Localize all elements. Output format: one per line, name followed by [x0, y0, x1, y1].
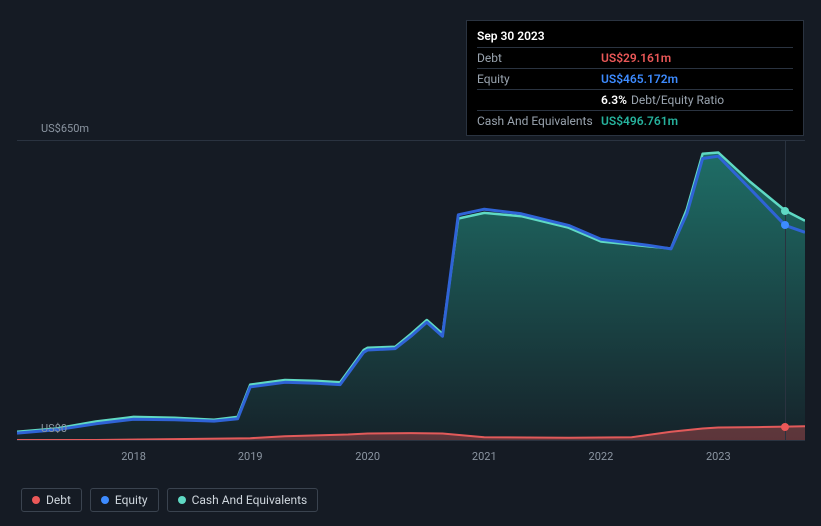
end-marker-equity	[781, 221, 789, 229]
tooltip-row: EquityUS$465.172m	[477, 68, 793, 89]
end-marker-debt	[781, 423, 789, 431]
tooltip-row: Cash And EquivalentsUS$496.761m	[477, 110, 793, 131]
legend-label: Equity	[115, 493, 148, 507]
gridline-bottom	[17, 440, 805, 441]
tooltip-row-value: 6.3%Debt/Equity Ratio	[601, 92, 724, 108]
x-axis-label: 2020	[355, 450, 380, 463]
y-axis-label-top: US$650m	[41, 122, 89, 135]
tracker-line	[785, 140, 786, 440]
legend-item-debt[interactable]: Debt	[21, 488, 82, 512]
legend: Debt Equity Cash And Equivalents	[21, 488, 318, 512]
tooltip-row-value: US$465.172m	[601, 71, 678, 87]
chart: US$650m US$0 2018 2019 2020 2021 2022 2023	[17, 125, 805, 475]
tooltip-row-value: US$29.161m	[601, 50, 671, 66]
tooltip-row-label: Debt	[477, 50, 601, 66]
x-axis-label: 2018	[121, 450, 146, 463]
x-axis-label: 2023	[706, 450, 731, 463]
legend-dot	[101, 496, 109, 504]
y-axis-label-bottom: US$0	[41, 422, 67, 435]
series-area-cash	[17, 153, 805, 441]
end-marker-cash	[781, 207, 789, 215]
legend-label: Debt	[46, 493, 71, 507]
legend-dot	[178, 496, 186, 504]
tooltip-row: 6.3%Debt/Equity Ratio	[477, 89, 793, 110]
x-axis-label: 2022	[589, 450, 614, 463]
legend-item-equity[interactable]: Equity	[90, 488, 159, 512]
x-axis-label: 2019	[238, 450, 263, 463]
tooltip-date: Sep 30 2023	[477, 27, 793, 47]
tooltip-row-suffix: Debt/Equity Ratio	[631, 93, 724, 107]
tooltip-row-value: US$496.761m	[601, 113, 678, 129]
tooltip-row-label	[477, 92, 601, 108]
plot-area[interactable]	[17, 140, 805, 440]
tooltip-row: DebtUS$29.161m	[477, 47, 793, 68]
legend-item-cash-and-equivalents[interactable]: Cash And Equivalents	[167, 488, 319, 512]
legend-label: Cash And Equivalents	[192, 493, 308, 507]
tooltip-row-label: Cash And Equivalents	[477, 113, 601, 129]
x-axis-labels: 2018 2019 2020 2021 2022 2023	[17, 450, 805, 470]
data-tooltip: Sep 30 2023 DebtUS$29.161mEquityUS$465.1…	[466, 20, 804, 136]
x-axis-label: 2021	[472, 450, 497, 463]
tooltip-row-label: Equity	[477, 71, 601, 87]
legend-dot	[32, 496, 40, 504]
